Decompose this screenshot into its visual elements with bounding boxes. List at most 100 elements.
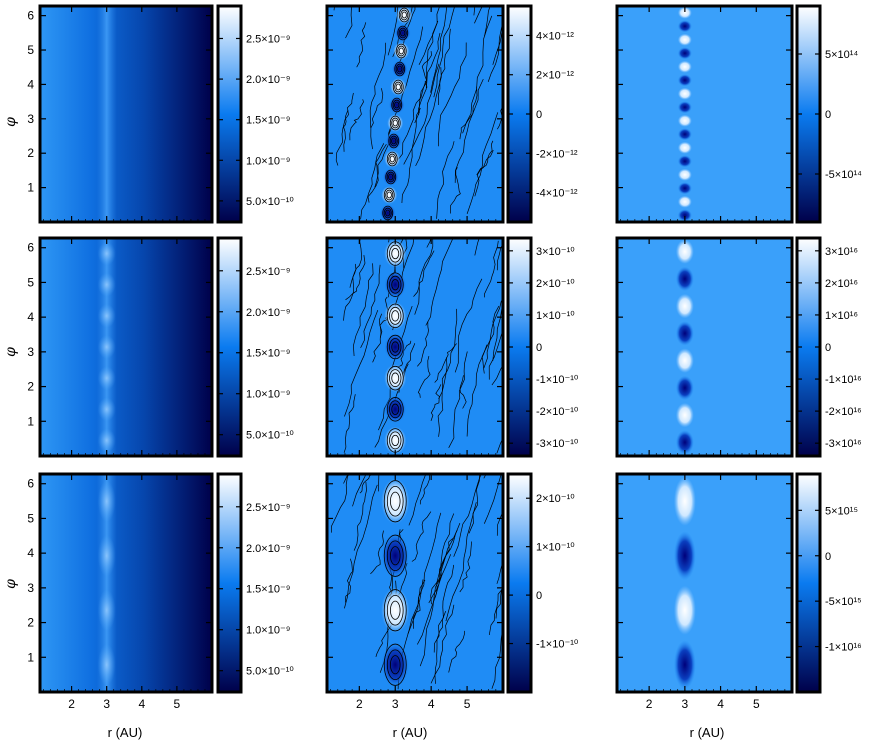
- vortex-contour: [388, 153, 397, 165]
- vortex-contour: [389, 431, 402, 450]
- heatmap-panel-r3c1: 2 3 4 5 1 2 3 4 5 6 5.0×10⁻¹⁰ 1.0×10⁻⁹ 1.5×10⁻⁹ 2.0×1…: [27, 472, 294, 711]
- colorbar-gradient: [797, 238, 820, 456]
- field-background: [617, 238, 792, 456]
- vortex-contour: [383, 480, 407, 523]
- density-vortex-blob: [97, 428, 116, 453]
- density-vortex-blob: [97, 366, 116, 390]
- y-tick-label: 6: [27, 9, 34, 23]
- perturbation-blob: [673, 531, 696, 581]
- vortensity-background: [327, 238, 503, 456]
- panel-frame: [38, 236, 214, 458]
- contour-line: [359, 474, 373, 494]
- vortex-contour: [388, 133, 400, 149]
- contour-line: [491, 616, 503, 689]
- colorbar-frame: [795, 472, 822, 694]
- vortex-contour: [389, 306, 402, 325]
- vortex-contour: [390, 655, 401, 675]
- y-tick-label: 3: [27, 581, 34, 595]
- heatmap-panel-r2c3: -3×10¹⁶ -2×10¹⁶ -1×10¹⁶ 0 1×10¹⁶ 2×10¹⁶ 3×10¹⁶: [615, 236, 862, 458]
- vortex-contour: [386, 485, 404, 517]
- vortex-contour: [385, 209, 391, 217]
- perturbation-blob: [675, 321, 694, 346]
- vortex-contour: [390, 546, 401, 566]
- contour-line: [476, 140, 494, 176]
- vortex-contour: [395, 83, 401, 91]
- vortex-core: [385, 132, 402, 150]
- vortex-contour: [386, 540, 404, 572]
- vortex-contour: [388, 173, 394, 181]
- colorbar-frame: [216, 472, 243, 694]
- contour-line: [370, 530, 384, 575]
- vortex-contour: [391, 97, 403, 113]
- contour-line: [403, 63, 440, 165]
- contour-line: [370, 88, 384, 150]
- vortex-contour: [394, 101, 400, 109]
- colorbar-gradient: [218, 474, 241, 692]
- heatmap-panel-r1c3: -5×10¹⁴ 0 5×10¹⁴: [615, 4, 862, 224]
- x-tick-label: 2: [68, 697, 75, 711]
- y-tick-label: 4: [27, 310, 34, 324]
- perturbation-blob: [675, 239, 694, 264]
- colorbar-tick-label: -3×10⁻¹⁰: [536, 438, 579, 450]
- contour-line: [353, 263, 374, 357]
- field-background: [617, 474, 792, 692]
- contour-line: [448, 351, 468, 448]
- colorbar-tick-label: 2×10⁻¹²: [536, 70, 574, 82]
- contour-line: [335, 109, 349, 166]
- vortex-contour: [398, 7, 410, 23]
- density-background: [40, 6, 212, 222]
- contour-line: [484, 6, 491, 37]
- heatmap-panel-r1c2: -4×10⁻¹² -2×10⁻¹² 0 2×10⁻¹² 4×10⁻¹²: [325, 4, 578, 224]
- contour-line: [428, 513, 455, 604]
- vortex-contour: [395, 63, 404, 75]
- contour-line: [360, 264, 381, 348]
- colorbar-gradient: [508, 474, 531, 692]
- contour-line: [414, 238, 434, 315]
- vortex-contour: [389, 400, 402, 419]
- x-tick-label: 2: [646, 697, 653, 711]
- contour-line: [436, 141, 455, 219]
- x-tick-label: 5: [174, 697, 181, 711]
- y-tick-label: 5: [27, 511, 34, 525]
- density-vortex-blob: [97, 535, 116, 577]
- contour-line: [481, 305, 500, 374]
- colorbar-tick-label: 1.0×10⁻⁹: [246, 155, 290, 167]
- contour-line: [434, 604, 455, 684]
- contour-line: [425, 238, 453, 326]
- vortex-contour: [385, 189, 394, 201]
- contour-line: [496, 104, 503, 130]
- vortex-core: [393, 42, 410, 60]
- contour-line: [474, 150, 494, 197]
- colorbar-tick-label: 0: [825, 551, 831, 563]
- panel-grid: 1234565.0×10⁻¹⁰1.0×10⁻⁹1.5×10⁻⁹2.0×10⁻⁹2…: [27, 4, 862, 711]
- y-tick-label: 4: [27, 546, 34, 560]
- y-tick-label: 1: [27, 181, 34, 195]
- heatmap-field: [40, 474, 212, 692]
- vortex-core: [381, 186, 398, 204]
- vortex-contour: [397, 25, 409, 41]
- contour-line: [353, 481, 367, 551]
- colorbar-frame: [216, 4, 243, 224]
- vortex-core: [384, 395, 407, 424]
- contour-line: [343, 92, 354, 152]
- contour-line: [430, 610, 447, 684]
- colorbar-gradient: [797, 6, 820, 222]
- y-tick-label: 2: [27, 616, 34, 630]
- perturbation-blob: [675, 293, 694, 319]
- vortex-contour: [392, 79, 404, 95]
- perturbation-blob: [673, 476, 696, 526]
- vortex-core: [381, 533, 410, 579]
- contour-line: [430, 384, 442, 422]
- vortex-core: [384, 333, 407, 361]
- density-vortex-blob: [97, 272, 116, 297]
- vortex-contour: [383, 589, 407, 632]
- colorbar-tick-label: 1×10¹⁶: [825, 310, 858, 322]
- contour-line: [459, 375, 467, 409]
- contour-line: [344, 484, 378, 609]
- colorbar-tick-label: 5×10¹⁴: [825, 49, 858, 61]
- colorbar-tick-label: 0: [536, 342, 542, 354]
- contour-line: [411, 511, 432, 562]
- vortex-core: [394, 24, 411, 42]
- contour-line: [454, 78, 484, 183]
- perturbation-blob: [675, 266, 694, 292]
